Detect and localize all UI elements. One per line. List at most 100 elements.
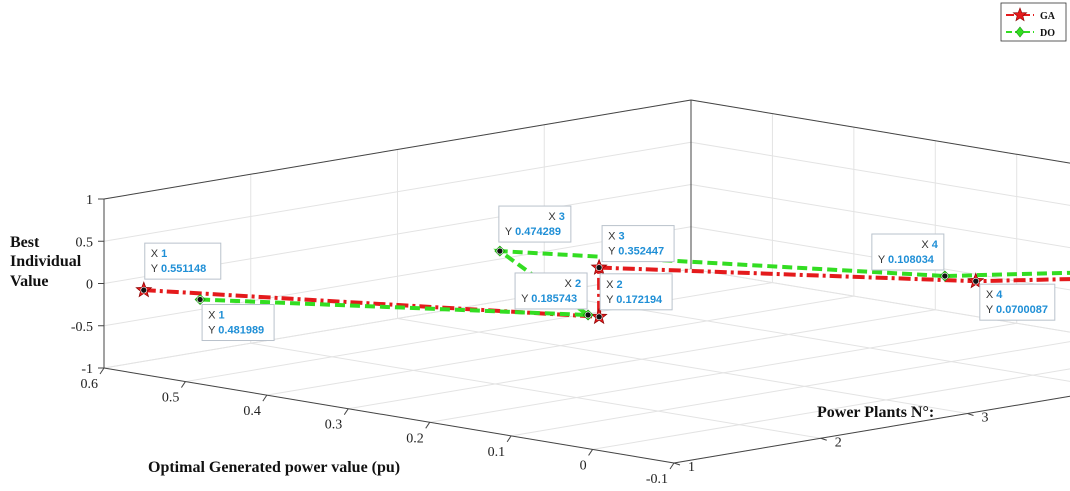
box-edge <box>690 99 1070 164</box>
y-tick-label: 0.2 <box>406 431 424 446</box>
datatip-anchor <box>941 272 949 280</box>
datatip-y-key: Y <box>505 226 515 238</box>
datatip-x-value: 4 <box>932 239 939 251</box>
datatip-x-row: X 4 <box>921 239 938 251</box>
legend-star-icon <box>1012 7 1028 22</box>
x-tick-label: 1 <box>688 460 695 475</box>
datatip-box <box>979 283 1056 321</box>
datatip-x-key: X <box>986 289 996 301</box>
zlabel-line-1: Best <box>10 234 40 251</box>
grid-line <box>690 99 1070 164</box>
grid-line <box>397 318 968 414</box>
datatip-x-value: 4 <box>996 289 1003 301</box>
box-edge <box>103 99 692 200</box>
datatip-y-row: Y 0.185743 <box>521 293 577 305</box>
legend-diamond-icon <box>1015 26 1025 38</box>
zlabel-line-3: Value <box>10 273 49 290</box>
datatip-box <box>498 205 572 243</box>
z-tick-label: 1 <box>86 193 93 208</box>
datatip-anchor <box>140 286 148 294</box>
grid-line <box>690 268 1070 333</box>
y-tick-label: 0 <box>580 458 587 473</box>
datatip-y-value: 0.185743 <box>531 293 577 305</box>
grid-line <box>511 341 1070 437</box>
datatip-box <box>601 225 675 263</box>
datatip-y-row: Y 0.551148 <box>151 263 206 275</box>
datatip-y-value: 0.481989 <box>218 325 264 337</box>
datatip: X 1 Y 0.551148 <box>144 242 222 280</box>
legend-label-ga: GA <box>1040 11 1056 22</box>
grid-line <box>103 141 692 242</box>
datatip-y-row: Y 0.352447 <box>608 246 664 258</box>
datatip-anchor <box>584 311 592 319</box>
datatip-y-key: Y <box>878 254 888 266</box>
tick-labels: 10.50-0.5-10.60.50.40.30.20.10-0.112345 <box>71 193 989 487</box>
grid-line <box>592 368 1070 450</box>
datatip-y-value: 0.474289 <box>515 226 561 238</box>
datatip-x-key: X <box>606 279 616 291</box>
datatip-x-row: X 2 <box>606 279 623 291</box>
x-tick-label: 2 <box>835 435 842 450</box>
datatip-y-key: Y <box>986 304 996 316</box>
datatip-x-row: X 1 <box>151 248 168 260</box>
x-tick-mark <box>673 462 681 466</box>
grid-line <box>103 268 692 369</box>
datatip: X 3Y 0.352447 <box>601 225 675 263</box>
y-tick-mark <box>588 449 593 456</box>
z-tick-label: 0 <box>86 278 93 293</box>
x-tick-label: 3 <box>982 411 989 426</box>
datatip-anchor <box>595 313 603 321</box>
datatip-y-value: 0.172194 <box>616 294 663 306</box>
ylabel: Optimal Generated power value (pu) <box>148 459 400 476</box>
datatip-x-key: X <box>208 310 218 322</box>
datatip-x-value: 1 <box>219 310 225 322</box>
datatip-x-row: X 3 <box>548 211 565 223</box>
y-tick-mark <box>343 408 349 415</box>
datatip-anchor <box>972 277 980 285</box>
datatip-box <box>871 233 945 271</box>
y-tick-label: -0.1 <box>646 472 668 487</box>
datatip-y-key: Y <box>521 293 531 305</box>
y-tick-mark <box>425 422 431 429</box>
datatip-x-row: X 4 <box>986 289 1003 301</box>
y-tick-mark <box>262 394 268 402</box>
datatip: X 2Y 0.172194 <box>599 273 673 311</box>
y-tick-label: 0.5 <box>162 391 180 406</box>
datatip-box <box>599 273 673 311</box>
legend: GA DO <box>1000 2 1067 42</box>
datatip-anchor <box>595 264 603 271</box>
datatip-x-row: X 3 <box>608 231 625 243</box>
grid-line <box>348 309 936 410</box>
datatip-y-key: Y <box>606 294 616 306</box>
datatip: X 3 Y 0.474289 <box>498 205 572 243</box>
datatip-y-row: Y 0.474289 <box>505 226 561 238</box>
y-tick-label: 0.4 <box>243 404 261 419</box>
datatip-y-value: 0.352447 <box>618 246 664 258</box>
y-axis-line <box>103 367 675 464</box>
datatip-x-value: 2 <box>617 279 623 291</box>
datatip-x-key: X <box>921 239 931 251</box>
x-tick-mark <box>967 413 974 416</box>
datatip-box <box>514 272 588 310</box>
datatip-x-value: 3 <box>618 231 624 243</box>
y-tick-mark <box>181 381 186 388</box>
datatip-x-key: X <box>565 278 575 290</box>
datatip-x-value: 1 <box>161 248 167 260</box>
datatip-y-key: Y <box>608 246 618 258</box>
datatip-x-value: 3 <box>559 211 565 223</box>
datatip-y-row: Y 0.108034 <box>878 254 935 266</box>
grid-line <box>690 141 1070 206</box>
datatip: X 4Y 0.0700087 <box>979 283 1056 321</box>
datatip-anchor <box>196 296 204 303</box>
z-tick-label: -1 <box>81 362 93 377</box>
datatip-x-key: X <box>608 231 618 243</box>
datatip: X 1Y 0.481989 <box>201 304 275 342</box>
datatip-x-row: X 1 <box>208 310 225 322</box>
y-tick-label: 0.3 <box>325 418 343 433</box>
y-tick-label: 0.1 <box>488 445 506 460</box>
zlabel-line-2: Individual <box>10 253 82 270</box>
datatip-y-value: 0.108034 <box>888 254 935 266</box>
datatip-box <box>144 242 222 280</box>
